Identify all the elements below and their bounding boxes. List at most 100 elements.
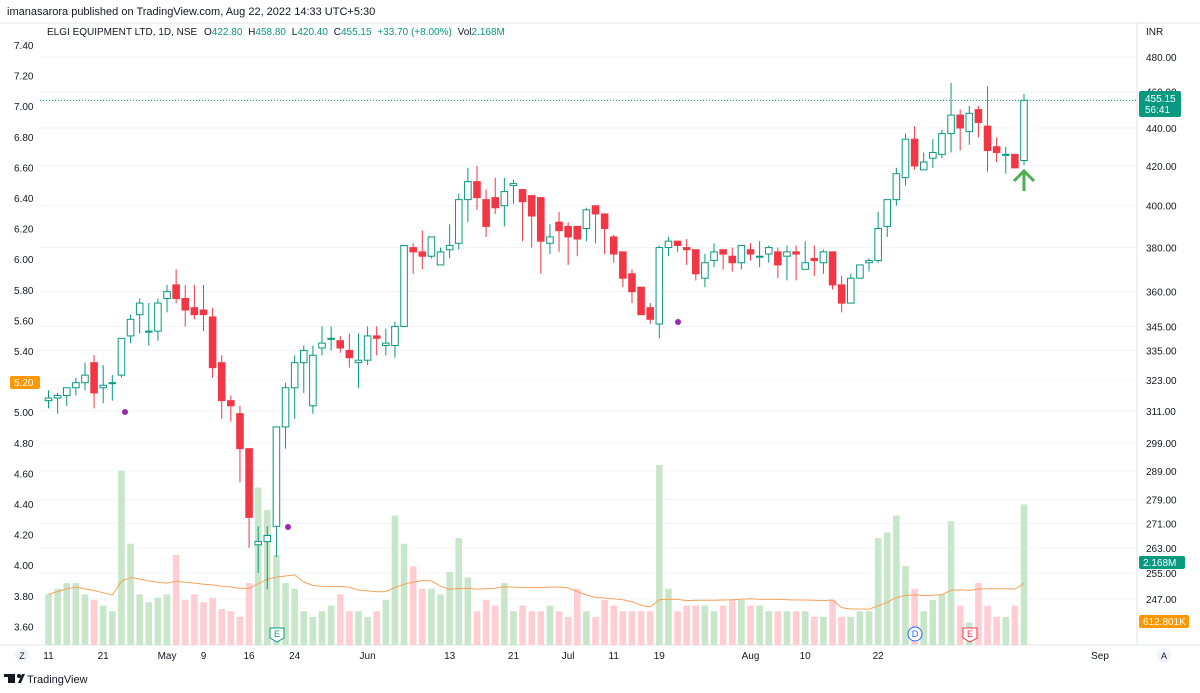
candle-body <box>619 251 627 279</box>
volume-bar <box>874 538 882 645</box>
earnings-marker-icon[interactable]: E <box>269 627 285 643</box>
candle-body <box>783 251 791 257</box>
right-price-axis[interactable]: 480.00460.00440.00420.00400.00380.00360.… <box>1146 53 1177 606</box>
publisher-text: imanasarora published on TradingView.com… <box>7 6 375 18</box>
candle-body <box>299 349 308 364</box>
volume-bar <box>136 594 143 645</box>
volume-bar <box>975 583 982 645</box>
volume-bar <box>63 583 71 645</box>
time-tick-label: 11 <box>609 651 620 662</box>
candle-body <box>181 298 190 311</box>
volume-bar <box>692 605 700 645</box>
volume-bar <box>273 555 280 645</box>
candle-body <box>473 181 481 199</box>
candle-body <box>163 291 171 300</box>
earnings-marker-icon[interactable]: E <box>962 627 978 643</box>
candle <box>154 298 162 341</box>
volume-bar <box>218 609 226 645</box>
candle-body <box>53 394 62 399</box>
left-tick-label: 6.40 <box>14 194 34 205</box>
volume-bar <box>163 594 171 645</box>
volume-bar <box>637 611 645 645</box>
left-tick-label: 4.80 <box>14 439 34 450</box>
candle <box>710 243 718 268</box>
volume-bar <box>191 594 198 645</box>
candle <box>719 249 727 270</box>
candle-body <box>254 541 262 546</box>
legend-vol-label: Vol <box>458 27 472 38</box>
volume-bar <box>583 611 590 645</box>
volume-bar <box>728 600 736 645</box>
candle-body <box>746 249 755 255</box>
left-tick-label: 4.40 <box>14 500 34 511</box>
volume-bar <box>592 616 599 645</box>
price-tick-label: 299.00 <box>1146 439 1177 450</box>
volume-bar <box>1002 616 1010 645</box>
volume-bar <box>382 600 390 645</box>
price-tick-label: 289.00 <box>1146 467 1177 478</box>
dividend-marker-icon[interactable]: D <box>907 626 923 642</box>
earnings-marker-label: E <box>274 629 280 639</box>
time-tick-label: 24 <box>289 651 301 662</box>
volume-bar <box>555 611 563 645</box>
volume-bar <box>209 597 216 645</box>
candle <box>272 426 281 558</box>
price-tick-label: 335.00 <box>1146 346 1177 357</box>
volume-bar <box>1011 605 1019 645</box>
volume-bar <box>200 602 207 645</box>
volume-bar <box>865 611 873 645</box>
candle-body <box>290 362 299 389</box>
candle-body <box>646 307 654 320</box>
time-tick-label: 16 <box>244 651 256 662</box>
candle-body <box>801 262 809 270</box>
volume-bar <box>847 616 855 645</box>
candle-body <box>318 342 326 349</box>
candle <box>108 375 117 401</box>
candle-body <box>217 362 226 402</box>
volume-bar <box>482 600 490 645</box>
candle <box>509 179 518 204</box>
candle-body <box>837 284 846 304</box>
volume-tag-value: 2.168M <box>1143 558 1176 569</box>
candle-body <box>810 257 819 262</box>
candle-body <box>938 133 946 155</box>
auto-scale-toggle-left[interactable]: Z <box>15 648 29 662</box>
candle <box>609 234 618 263</box>
left-tick-label: 7.40 <box>14 41 34 52</box>
candle <box>217 355 226 419</box>
left-tick-label: 3.60 <box>14 622 34 633</box>
time-tick-label: Sep <box>1091 651 1109 662</box>
candle-body <box>409 247 417 253</box>
footer-brand: TradingView <box>27 674 88 686</box>
candle-body <box>755 255 764 258</box>
candle-body <box>90 362 98 394</box>
candle <box>856 264 864 279</box>
left-axis[interactable]: 7.40 7.20 7.00 6.80 6.60 6.40 6.20 6.00 5.80 5.60… <box>14 41 34 633</box>
candle <box>382 328 390 356</box>
candle <box>591 205 600 244</box>
time-axis[interactable]: 11 21 May 9 16 24 Jun 13 21 Jul 11 19 Aug 10 22 Sep <box>43 651 1109 662</box>
candle <box>555 211 563 252</box>
left-axis-tag: 5.20 <box>10 376 40 389</box>
candle <box>145 303 153 346</box>
left-tick-label: 5.00 <box>14 408 34 419</box>
volume-bar <box>245 583 253 645</box>
volume-bar <box>409 566 417 645</box>
candle-body <box>309 354 317 407</box>
candle <box>135 298 144 334</box>
auto-scale-toggle-right[interactable]: A <box>1157 648 1171 662</box>
candle-body <box>135 302 144 316</box>
candle-body <box>272 426 281 527</box>
candle <box>883 199 892 237</box>
volume-bar <box>902 566 909 645</box>
legend-vol: 2.168M <box>472 27 505 38</box>
candle-body <box>965 112 974 133</box>
candle <box>910 126 919 170</box>
volume-bar <box>300 611 308 645</box>
price-tick-label: 345.00 <box>1146 322 1177 333</box>
candle-body <box>692 249 700 275</box>
left-tick-label: 6.60 <box>14 163 34 174</box>
candle <box>837 275 846 313</box>
candle-body <box>637 286 645 316</box>
